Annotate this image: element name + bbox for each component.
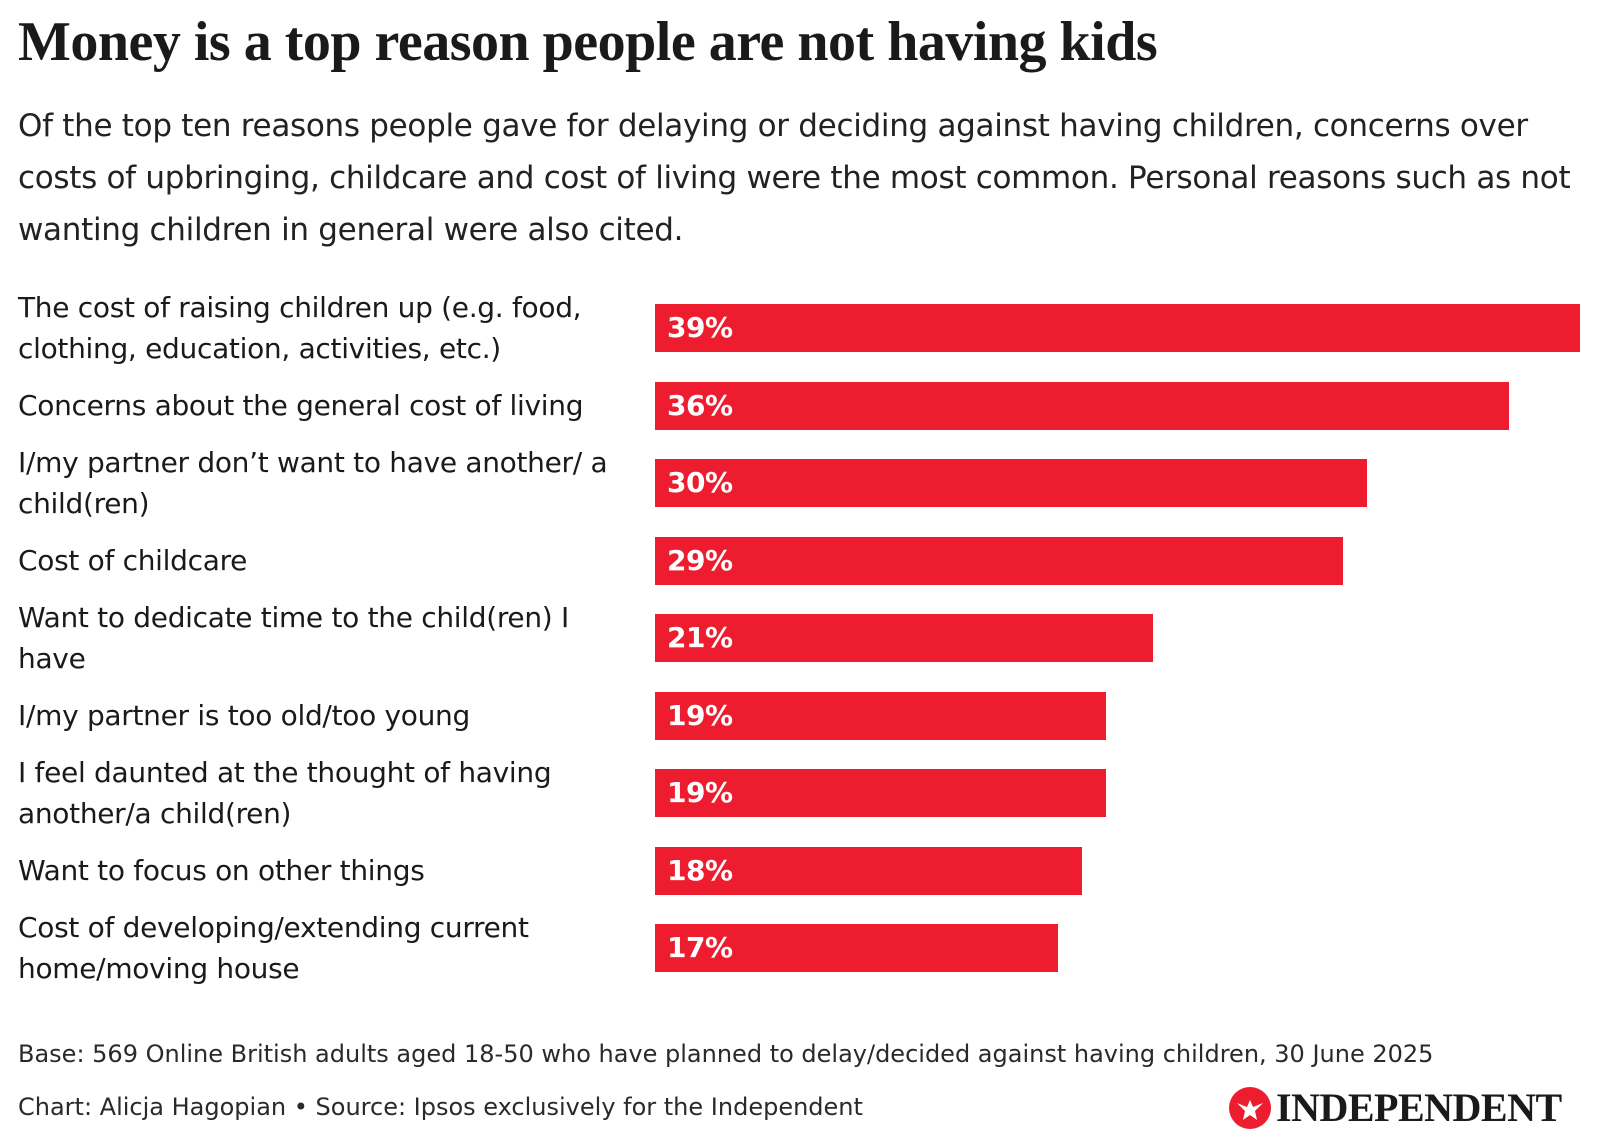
category-label: Want to focus on other things (18, 854, 425, 887)
base-note: Base: 569 Online British adults aged 18-… (18, 1040, 1434, 1068)
category-label: I/my partner is too old/too young (18, 699, 470, 732)
eagle-icon (1229, 1087, 1271, 1129)
bar: 39% (655, 304, 1580, 352)
bar-value-label: 30% (667, 466, 733, 499)
category-label: The cost of raising children up (e.g. fo… (18, 291, 582, 365)
bar-value-label: 19% (667, 776, 733, 809)
bar-value-label: 19% (667, 698, 733, 732)
bar: 17% (655, 924, 1059, 972)
bar: 19% (655, 691, 1106, 740)
bar-value-label: 18% (667, 853, 733, 887)
chart-title: Money is a top reason people are not hav… (18, 11, 1158, 73)
bar: 30% (655, 459, 1367, 507)
bar-value-label: 17% (667, 931, 733, 964)
bar-value-label: 21% (667, 621, 733, 654)
bar-value-label: 39% (667, 311, 733, 344)
category-label: Cost of developing/extending current hom… (18, 911, 529, 985)
independent-logo: INDEPENDENT (1228, 1086, 1562, 1130)
logo-text: INDEPENDENT (1276, 1085, 1562, 1130)
category-label: Concerns about the general cost of livin… (18, 389, 584, 422)
bar: 36% (655, 381, 1509, 430)
chart-subtitle: Of the top ten reasons people gave for d… (18, 108, 1571, 248)
bar-value-label: 29% (667, 543, 733, 577)
bar: 29% (655, 536, 1343, 585)
category-label: Want to dedicate time to the child(ren) … (18, 601, 569, 675)
source-credit: Chart: Alicja Hagopian • Source: Ipsos e… (18, 1093, 863, 1121)
category-label: I feel daunted at the thought of having … (18, 756, 552, 830)
bar: 18% (655, 846, 1082, 895)
category-label: I/my partner don’t want to have another/… (18, 446, 608, 520)
category-label: Cost of childcare (18, 544, 248, 577)
bar-value-label: 36% (667, 388, 733, 422)
bar: 19% (655, 769, 1106, 817)
bar: 21% (655, 614, 1154, 662)
